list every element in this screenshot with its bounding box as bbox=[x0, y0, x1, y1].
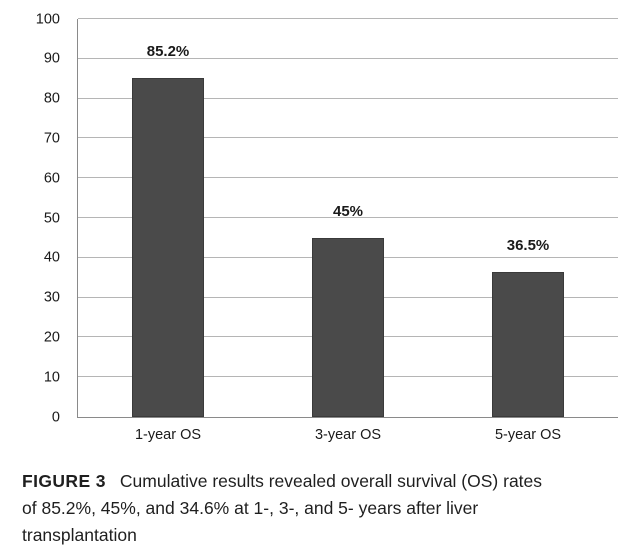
y-tick-label: 40 bbox=[43, 249, 60, 266]
caption-label: FIGURE 3 bbox=[22, 471, 106, 491]
y-tick-label: 0 bbox=[51, 408, 60, 425]
y-tick-label: 60 bbox=[43, 169, 60, 186]
caption-line-3: transplantation bbox=[22, 525, 137, 545]
figure-caption: FIGURE 3 Cumulative results revealed over… bbox=[22, 468, 624, 549]
data-label-1-year-os: 85.2% bbox=[146, 42, 190, 60]
gridline bbox=[78, 217, 618, 218]
bar-3-year-os bbox=[312, 237, 384, 417]
y-tick-label: 80 bbox=[43, 90, 60, 107]
x-tick-label-3-year-os: 3-year OS bbox=[314, 427, 382, 443]
x-tick-label-5-year-os: 5-year OS bbox=[494, 427, 562, 443]
bar-chart: 0 10 20 30 40 50 60 70 80 90 100 85.2% 1-year OS 45%… bbox=[0, 12, 618, 442]
caption-line-2: of 85.2%, 45%, and 34.6% at 1-, 3-, and … bbox=[22, 498, 479, 518]
x-tick-label-1-year-os: 1-year OS bbox=[134, 427, 202, 443]
caption-line-1: Cumulative results revealed overall surv… bbox=[119, 471, 543, 491]
data-label-3-year-os: 45% bbox=[332, 202, 364, 220]
y-axis: 0 10 20 30 40 50 60 70 80 90 100 bbox=[0, 12, 69, 424]
data-label-5-year-os: 36.5% bbox=[506, 236, 550, 254]
gridline bbox=[78, 97, 618, 99]
plot-area: 85.2% 1-year OS 45% 3-year OS 36.5% 5-year OS bbox=[77, 18, 618, 442]
y-tick-label: 70 bbox=[43, 130, 60, 147]
y-tick-label: 90 bbox=[43, 50, 60, 67]
gridline bbox=[78, 57, 618, 59]
gridline bbox=[78, 177, 618, 179]
y-tick-label: 10 bbox=[43, 368, 60, 385]
y-tick-label: 30 bbox=[43, 289, 60, 306]
y-tick-label: 20 bbox=[43, 329, 60, 346]
gridline bbox=[78, 18, 618, 19]
bar-5-year-os bbox=[492, 271, 564, 417]
bar-1-year-os bbox=[131, 77, 204, 417]
y-tick-label: 100 bbox=[35, 10, 60, 27]
y-tick-label: 50 bbox=[43, 209, 60, 226]
gridline bbox=[78, 137, 618, 139]
